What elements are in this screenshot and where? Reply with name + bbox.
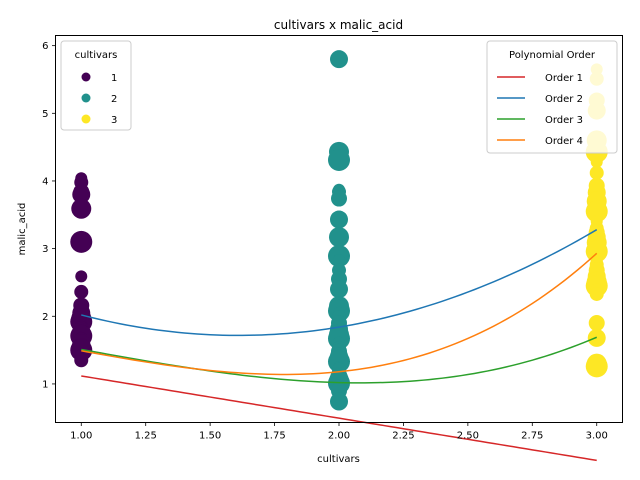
x-tick-label: 2.75 <box>521 431 543 442</box>
legend-label: Order 3 <box>545 115 583 126</box>
scatter-point-cultivar-2 <box>330 50 348 69</box>
legend-label: 3 <box>111 115 117 126</box>
y-tick-label: 2 <box>42 312 48 323</box>
y-axis-label: malic_acid <box>17 203 28 256</box>
scatter-point-cultivar-1 <box>72 185 91 204</box>
x-tick-label: 1.75 <box>263 431 285 442</box>
fit-line-order-1 <box>81 375 597 462</box>
x-tick-label: 2.50 <box>457 431 479 442</box>
fit-line-order-4 <box>81 252 598 376</box>
scatter-point-cultivar-2 <box>331 190 347 207</box>
legend-label: 1 <box>111 73 117 84</box>
y-tick-label: 3 <box>42 244 48 255</box>
scatter-point-cultivar-1 <box>70 230 93 253</box>
legend-label: Order 2 <box>545 94 583 105</box>
x-axis-label: cultivars <box>317 454 360 465</box>
x-tick-label: 1.00 <box>70 431 92 442</box>
x-axis: 1.00 1.25 1.50 1.75 2.00 2.25 2.50 2.75 3.00 <box>70 422 608 442</box>
scatter-point-cultivar-1 <box>71 198 92 219</box>
scatter-point-cultivar-1 <box>74 353 89 368</box>
legend-label: 2 <box>111 94 117 105</box>
y-tick-label: 1 <box>42 379 48 390</box>
legend-cultivars: cultivars 1 2 3 <box>60 40 132 131</box>
legend-label: Order 4 <box>545 136 583 147</box>
legend-title: cultivars <box>75 50 118 61</box>
legend-title: Polynomial Order <box>509 50 596 61</box>
scatter-point-cultivar-3 <box>588 315 605 332</box>
scatter-point-cultivar-1 <box>74 284 89 299</box>
y-axis: 1 2 3 4 5 6 <box>42 41 56 390</box>
scatter-point-cultivar-2 <box>333 254 345 267</box>
legend-marker <box>81 72 91 82</box>
scatter-point-cultivar-3 <box>585 200 608 223</box>
y-tick-label: 6 <box>42 41 48 52</box>
legend-marker <box>81 93 91 103</box>
legend-polynomial-order: Polynomial Order Order 1 Order 2 Order 3 Ord… <box>486 40 618 154</box>
x-tick-label: 2.25 <box>392 431 414 442</box>
x-tick-label: 1.50 <box>199 431 221 442</box>
scatter-point-cultivar-2 <box>330 280 348 299</box>
fit-line-order-2 <box>81 229 598 337</box>
scatter-point-cultivar-3 <box>585 240 608 263</box>
scatter-point-cultivar-2 <box>328 148 350 171</box>
x-tick-label: 1.25 <box>135 431 157 442</box>
legend-box <box>486 40 618 154</box>
scatter-point-cultivar-3 <box>585 355 608 378</box>
scatter-point-cultivar-3 <box>589 286 604 301</box>
scatter-point-cultivar-2 <box>330 210 348 229</box>
y-tick-label: 4 <box>42 176 48 187</box>
scatter-point-cultivar-2 <box>330 392 348 411</box>
scatter-point-cultivar-2 <box>329 227 349 248</box>
scatter-point-cultivar-3 <box>590 156 603 169</box>
scatter-point-cultivar-1 <box>75 270 88 283</box>
legend-marker <box>81 114 91 124</box>
scatter-point-cultivar-3 <box>589 165 604 180</box>
chart-title: cultivars x malic_acid <box>274 18 403 32</box>
legend-box <box>60 40 132 131</box>
plot-area <box>70 50 608 462</box>
x-tick-label: 2.00 <box>328 431 350 442</box>
x-tick-label: 3.00 <box>586 431 608 442</box>
legend-label: Order 1 <box>545 73 583 84</box>
y-tick-label: 5 <box>42 109 48 120</box>
